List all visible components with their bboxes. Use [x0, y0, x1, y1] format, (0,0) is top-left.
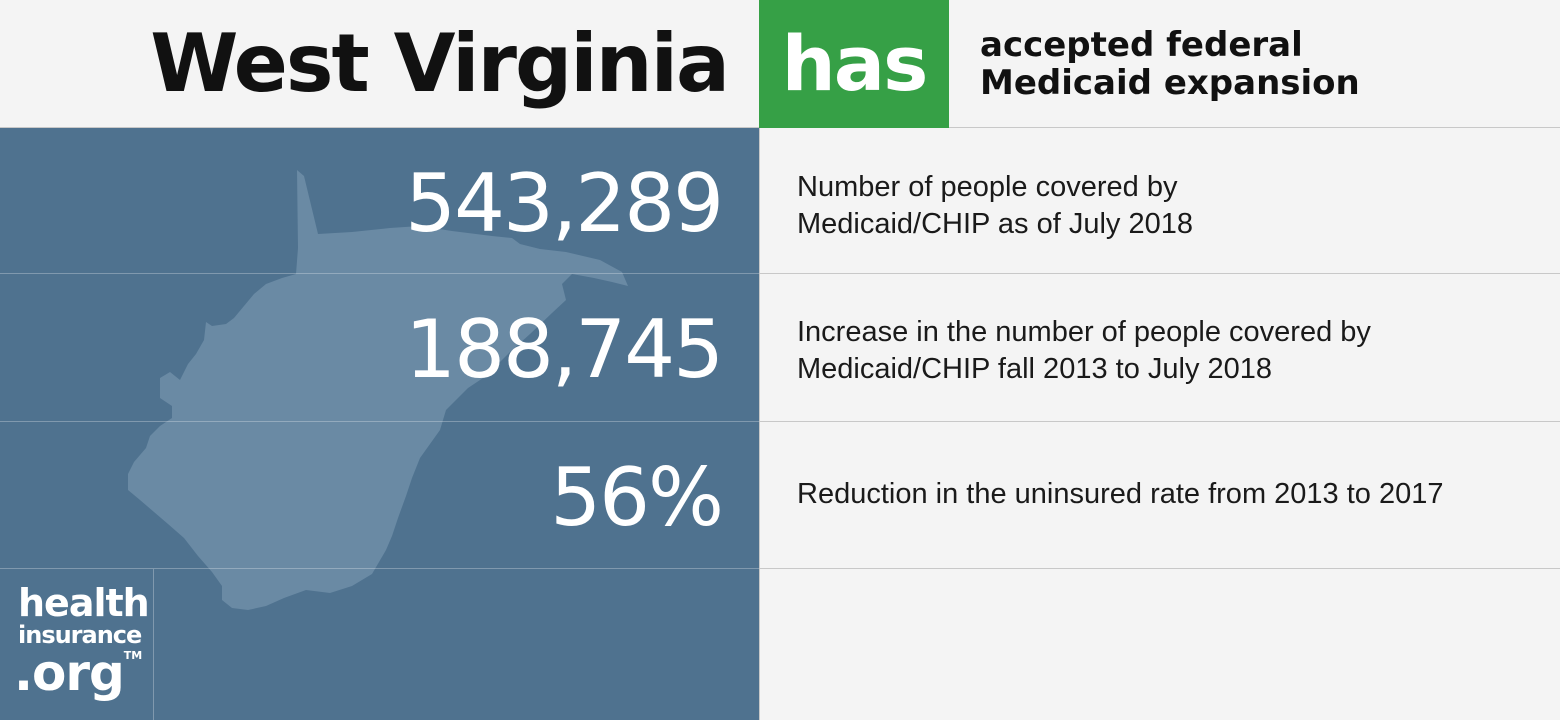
stat-label-reduction-line1: Reduction in the uninsured rate from 201…: [797, 478, 1444, 510]
logo-line-insurance: insurance: [18, 621, 142, 649]
west-virginia-map-icon: [128, 170, 628, 610]
stat-value-increase: 188,745: [405, 303, 724, 396]
stat-label-covered-line1: Number of people covered by: [797, 171, 1178, 203]
stats-divider: [0, 421, 759, 422]
header: West Virginia has accepted federal Medic…: [0, 0, 1560, 128]
labels-divider: [760, 273, 1560, 274]
logo-line-health: health: [18, 581, 150, 625]
labels-divider: [760, 568, 1560, 569]
expansion-description-line1: accepted federal: [980, 25, 1303, 65]
logo-org-text: .org: [14, 644, 125, 702]
stat-label-increase: Increase in the number of people covered…: [797, 314, 1537, 388]
stat-label-increase-line1: Increase in the number of people covered…: [797, 316, 1371, 348]
stat-label-reduction: Reduction in the uninsured rate from 201…: [797, 476, 1537, 513]
labels-panel: Number of people covered by Medicaid/CHI…: [759, 128, 1560, 720]
stat-value-reduction: 56%: [550, 451, 724, 544]
stats-divider: [0, 568, 759, 569]
logo-line-org: .orgTM: [14, 648, 149, 698]
expansion-description: accepted federal Medicaid expansion: [980, 26, 1540, 102]
stat-label-covered-line2: Medicaid/CHIP as of July 2018: [797, 208, 1194, 240]
logo-trademark: TM: [123, 649, 143, 662]
logo-cell: health insurance .orgTM: [0, 569, 154, 720]
stat-label-covered: Number of people covered by Medicaid/CHI…: [797, 169, 1537, 243]
state-name: West Virginia: [150, 17, 730, 110]
stats-panel: 543,289 188,745 56% health insurance .or…: [0, 128, 759, 720]
labels-divider: [760, 421, 1560, 422]
healthinsurance-org-logo: health insurance .orgTM: [14, 581, 150, 698]
stats-divider: [0, 273, 759, 274]
stat-value-covered: 543,289: [405, 157, 724, 250]
expansion-description-line2: Medicaid expansion: [980, 63, 1360, 103]
expansion-status-badge: has: [759, 0, 949, 128]
stat-label-increase-line2: Medicaid/CHIP fall 2013 to July 2018: [797, 353, 1273, 385]
